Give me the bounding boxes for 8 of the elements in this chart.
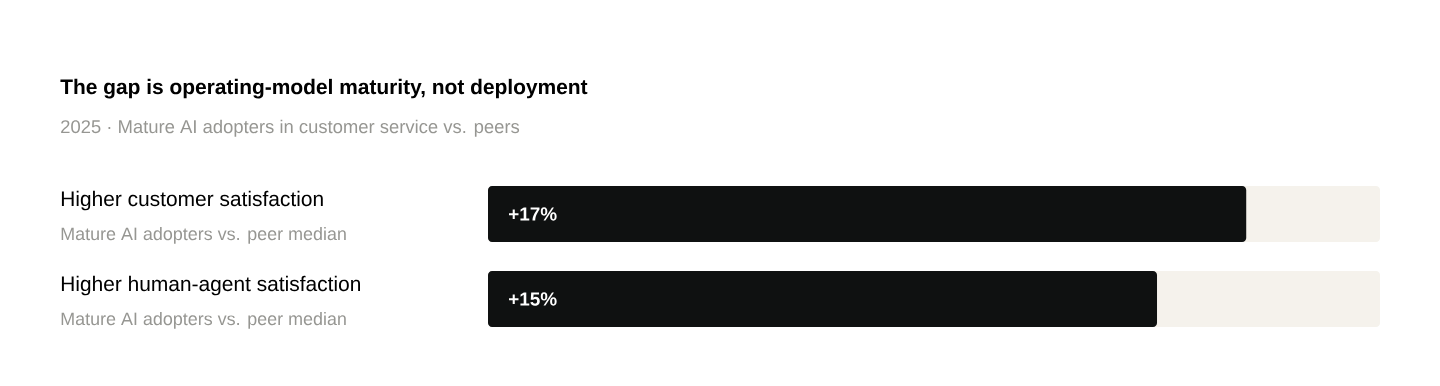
y-tick-label: Higher customer satisfaction: [61, 190, 323, 211]
data-label: +17%: [509, 207, 557, 221]
y-tick-label: Higher human-agent satisfaction: [61, 275, 360, 296]
chart-title: The gap is operating-model maturity, not deployment: [60, 78, 588, 99]
text: Mature AI adopters vs. peer median: [61, 227, 346, 244]
data-label: +15%: [509, 292, 557, 306]
text: 2025 · Mature AI adopters in customer service vs. peers: [61, 119, 520, 137]
text: Mature AI adopters vs. peer median: [61, 312, 346, 329]
